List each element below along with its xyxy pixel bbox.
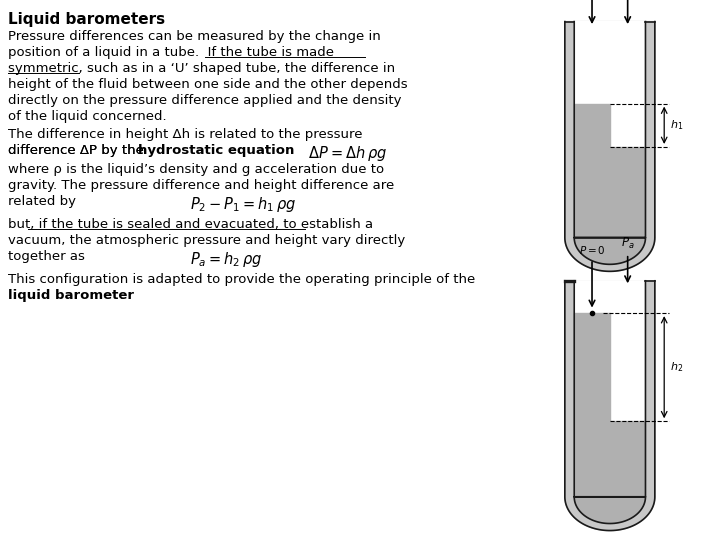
Text: The difference in height Δh is related to the pressure: The difference in height Δh is related t… — [8, 128, 362, 141]
Text: $P_2 - P_1 = h_1\,\rho g$: $P_2 - P_1 = h_1\,\rho g$ — [190, 195, 296, 214]
Text: vacuum, the atmospheric pressure and height vary directly: vacuum, the atmospheric pressure and hei… — [8, 234, 405, 247]
Text: but, if the tube is sealed and evacuated, to establish a: but, if the tube is sealed and evacuated… — [8, 218, 373, 231]
Text: $h_2$: $h_2$ — [670, 360, 683, 374]
Text: where ρ is the liquid’s density and g acceleration due to: where ρ is the liquid’s density and g ac… — [8, 163, 384, 176]
Polygon shape — [565, 22, 655, 271]
Text: Liquid barometers: Liquid barometers — [8, 12, 165, 27]
Text: gravity. The pressure difference and height difference are: gravity. The pressure difference and hei… — [8, 179, 395, 192]
Text: $h_1$: $h_1$ — [670, 118, 683, 132]
Text: difference ΔP by the: difference ΔP by the — [8, 144, 148, 157]
Text: symmetric, such as in a ‘U’ shaped tube, the difference in: symmetric, such as in a ‘U’ shaped tube,… — [8, 62, 395, 75]
Text: position of a liquid in a tube.  If the tube is made: position of a liquid in a tube. If the t… — [8, 46, 334, 59]
Text: height of the fluid between one side and the other depends: height of the fluid between one side and… — [8, 78, 408, 91]
Polygon shape — [575, 22, 646, 264]
Text: difference ΔP by the: difference ΔP by the — [8, 144, 148, 157]
Text: This configuration is adapted to provide the operating principle of the: This configuration is adapted to provide… — [8, 273, 475, 286]
Polygon shape — [565, 281, 655, 530]
Polygon shape — [575, 238, 646, 264]
Text: $P=0$: $P=0$ — [579, 245, 606, 256]
Text: hydrostatic equation: hydrostatic equation — [138, 144, 294, 157]
Text: directly on the pressure difference applied and the density: directly on the pressure difference appl… — [8, 94, 402, 107]
Text: .: . — [120, 289, 124, 302]
Text: $P_a$: $P_a$ — [621, 236, 634, 251]
Text: related by: related by — [8, 195, 76, 208]
Text: $P_a = h_2\,\rho g$: $P_a = h_2\,\rho g$ — [190, 250, 262, 269]
Text: of the liquid concerned.: of the liquid concerned. — [8, 110, 166, 123]
Text: $\Delta P = \Delta h\,\rho g$: $\Delta P = \Delta h\,\rho g$ — [295, 144, 387, 163]
Text: Pressure differences can be measured by the change in: Pressure differences can be measured by … — [8, 30, 381, 43]
Polygon shape — [575, 281, 646, 523]
Text: liquid barometer: liquid barometer — [8, 289, 134, 302]
Text: together as: together as — [8, 250, 85, 263]
Polygon shape — [575, 497, 646, 523]
